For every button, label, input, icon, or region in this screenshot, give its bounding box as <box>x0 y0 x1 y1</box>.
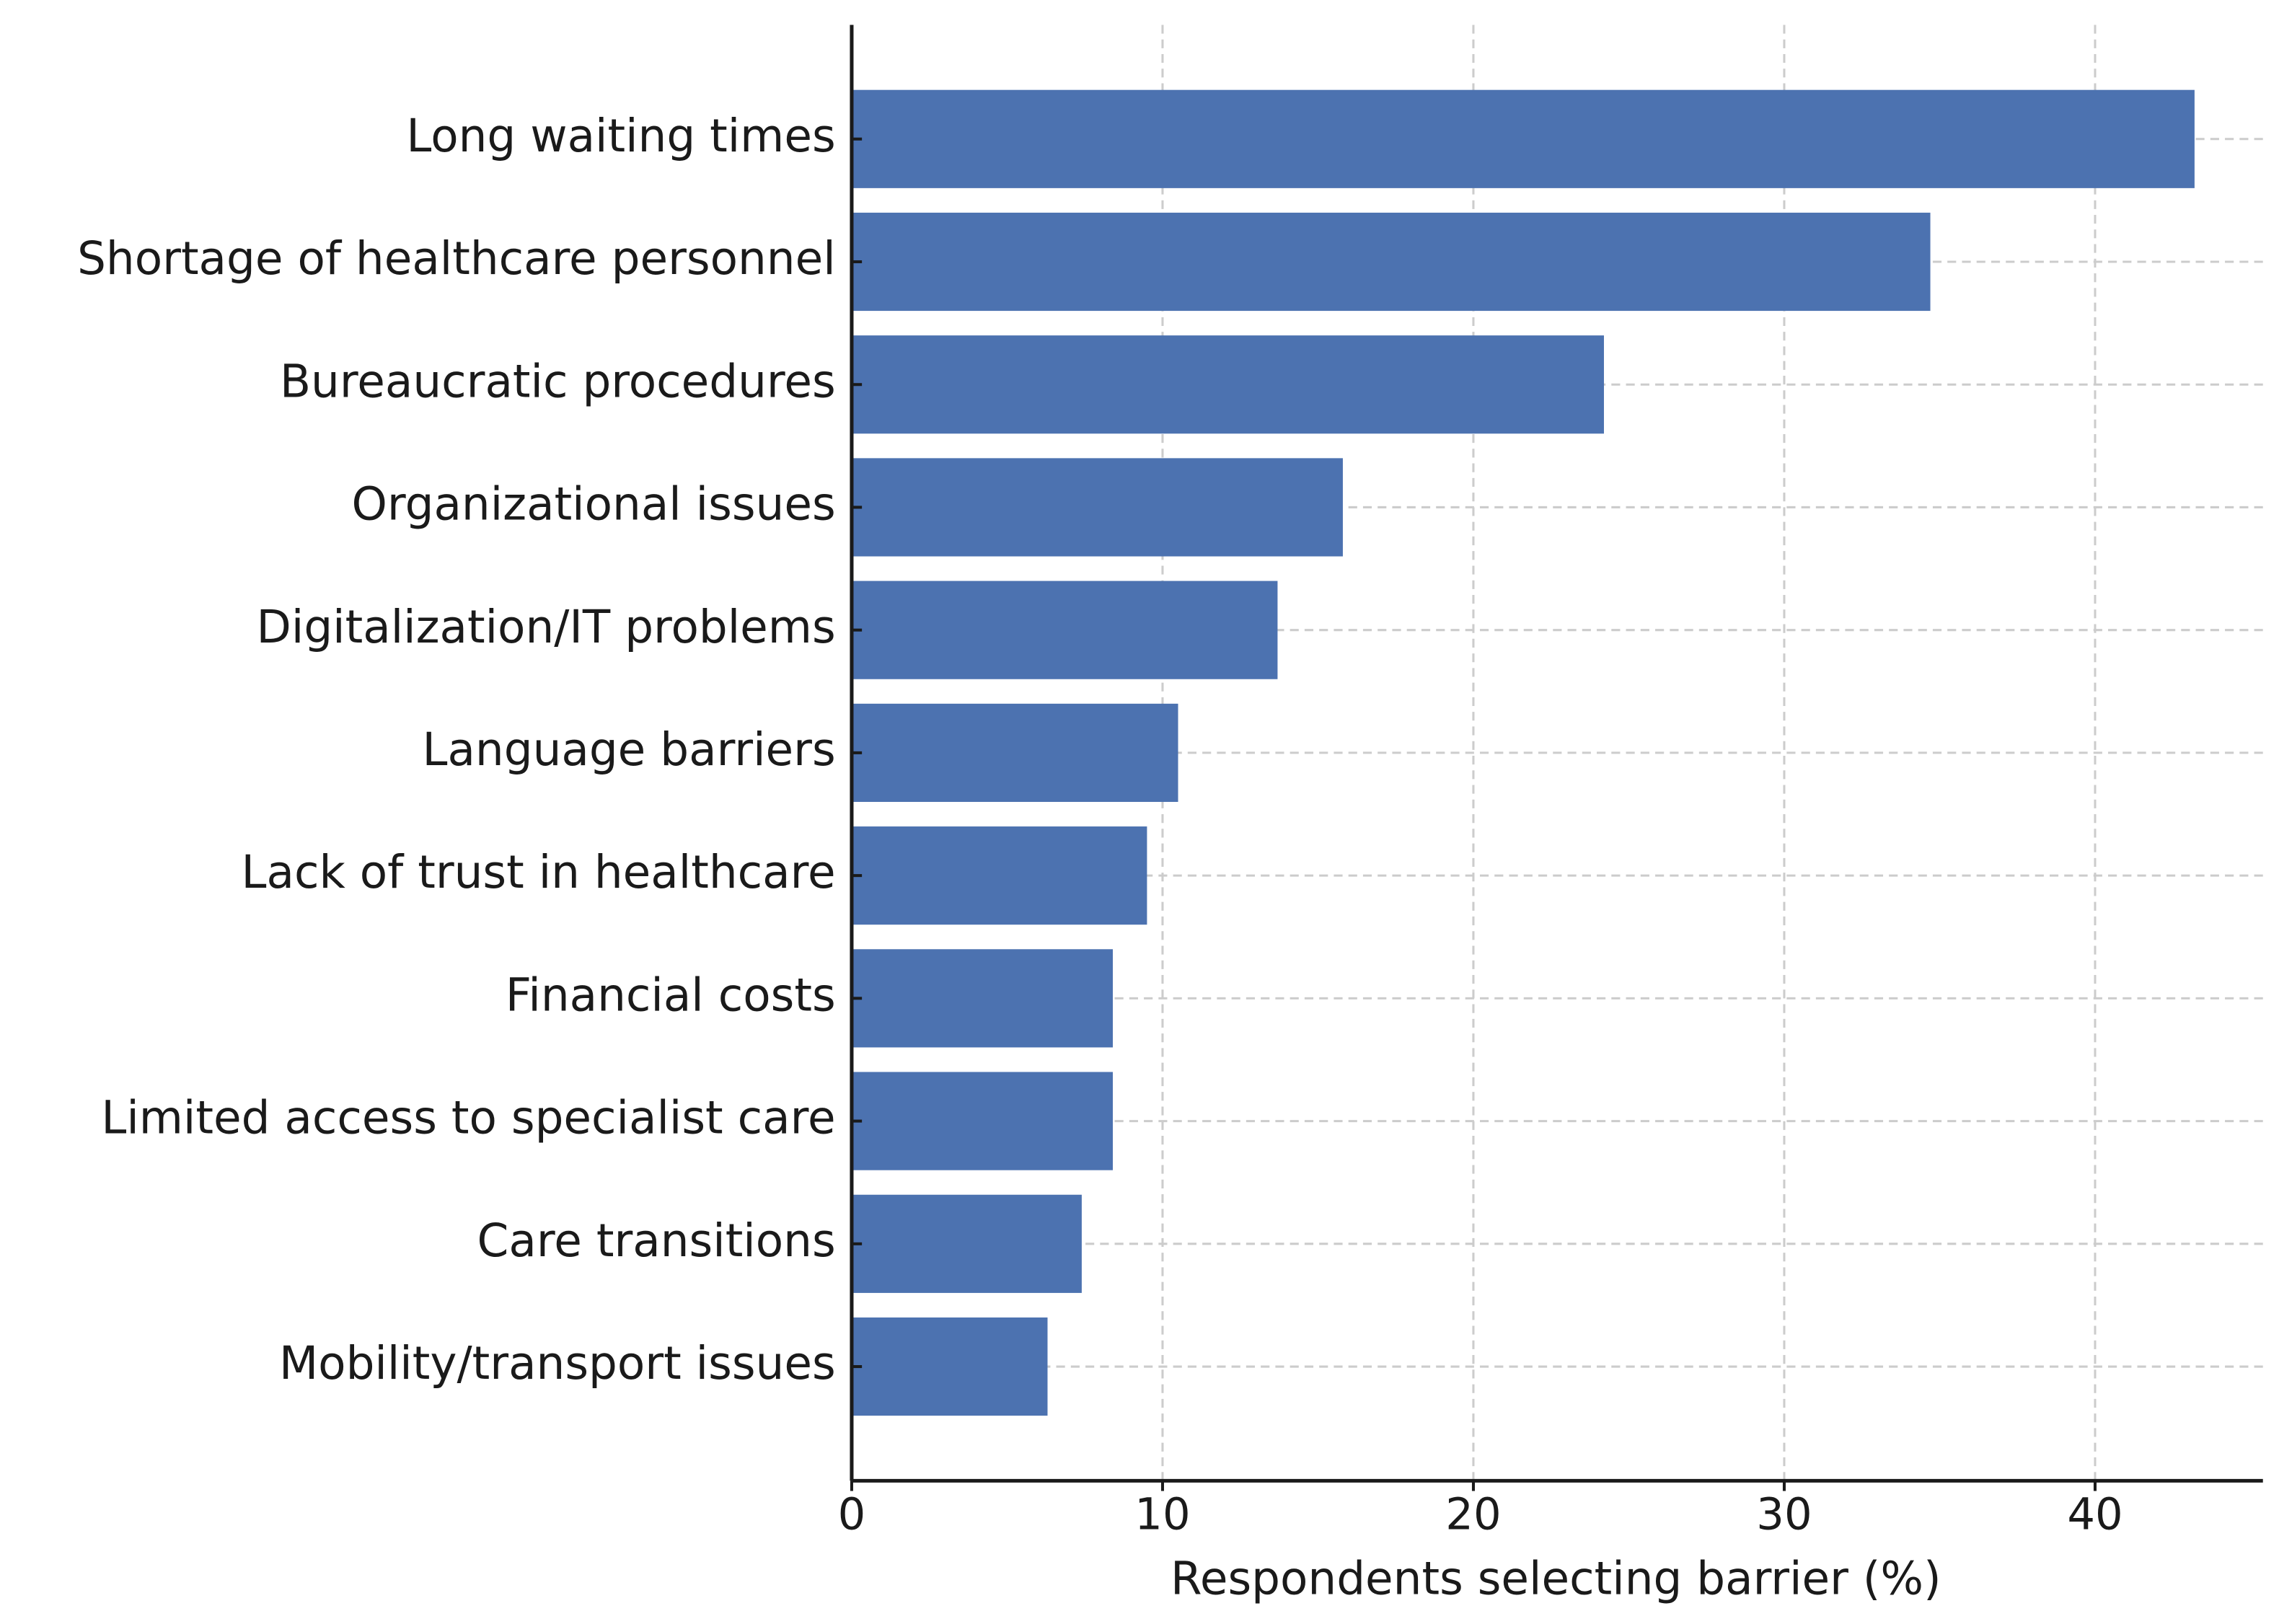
bar <box>851 1194 1082 1293</box>
y-tick-label: Limited access to specialist care <box>101 1092 835 1144</box>
bar <box>851 703 1178 802</box>
bar <box>851 1317 1048 1416</box>
y-tick-label: Mobility/transport issues <box>279 1337 836 1390</box>
x-tick-label: 30 <box>1756 1490 1812 1540</box>
bar <box>851 335 1604 434</box>
x-tick-label: 40 <box>2067 1490 2122 1540</box>
y-tick-label: Lack of trust in healthcare <box>242 846 836 899</box>
bar <box>851 89 2195 188</box>
y-tick-label: Financial costs <box>506 968 836 1021</box>
bar <box>851 949 1113 1048</box>
y-tick-label: Care transitions <box>477 1214 836 1267</box>
y-tick-label: Shortage of healthcare personnel <box>77 232 836 285</box>
bar <box>851 458 1343 557</box>
bar <box>851 1072 1113 1170</box>
bar <box>851 826 1147 925</box>
y-tick-label: Long waiting times <box>406 110 835 162</box>
y-tick-label: Organizational issues <box>352 478 836 531</box>
bar <box>851 581 1278 679</box>
x-tick-label: 10 <box>1134 1490 1190 1540</box>
x-axis-label: Respondents selecting barrier (%) <box>1171 1552 1941 1605</box>
y-tick-label: Language barriers <box>422 723 835 776</box>
x-tick-label: 0 <box>838 1490 866 1540</box>
y-tick-label: Digitalization/IT problems <box>257 601 836 653</box>
x-tick-label: 20 <box>1445 1490 1501 1540</box>
bar <box>851 212 1931 312</box>
y-tick-label: Bureaucratic procedures <box>280 355 836 407</box>
